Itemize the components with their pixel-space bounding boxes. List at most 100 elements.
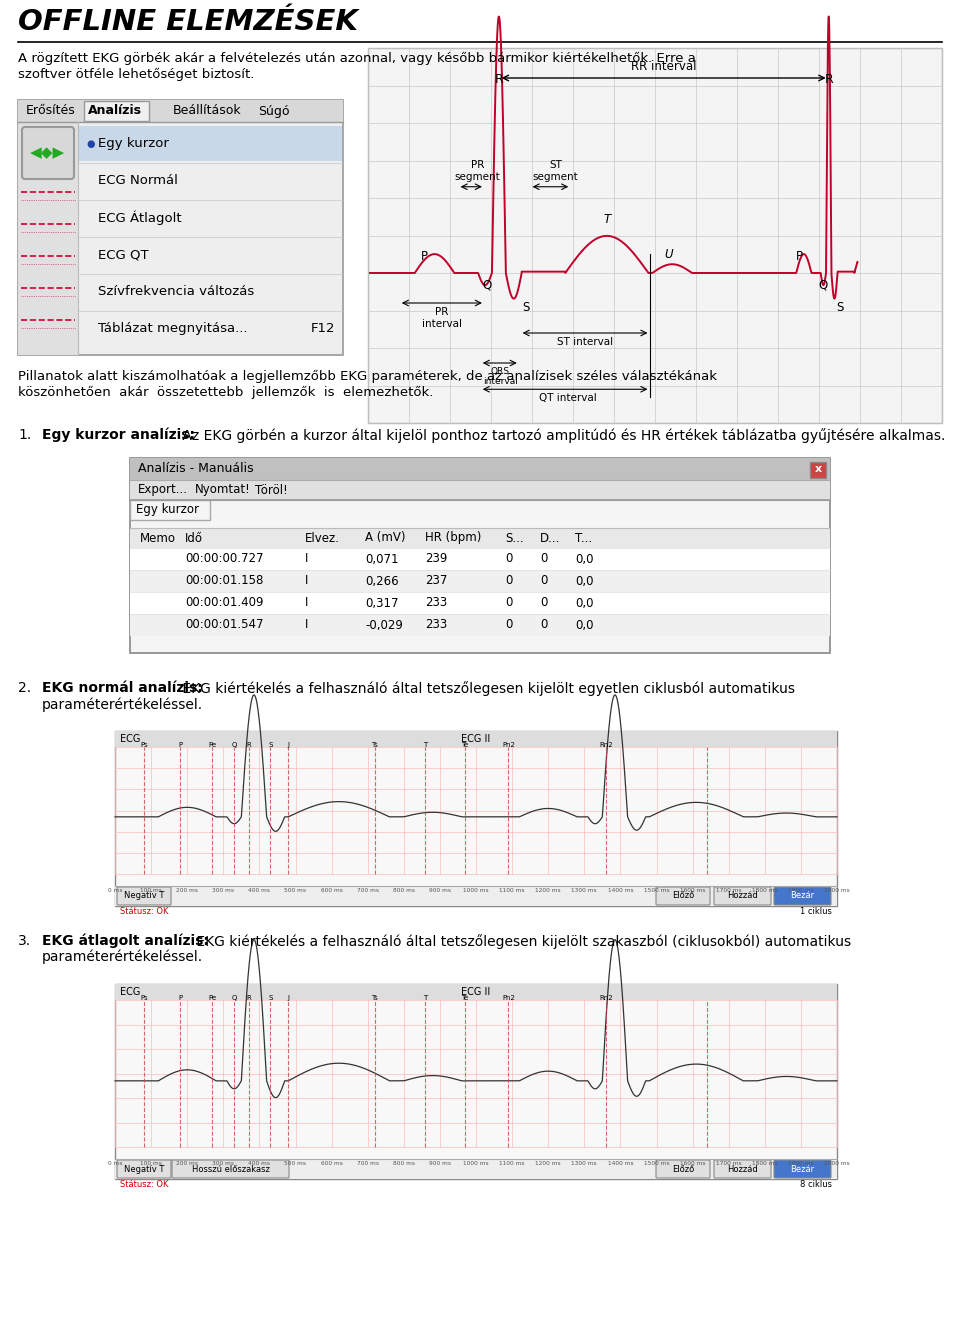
Text: ECG: ECG xyxy=(120,734,140,744)
Text: D...: D... xyxy=(540,531,561,544)
Text: Bezár: Bezár xyxy=(790,1165,815,1174)
FancyBboxPatch shape xyxy=(115,984,837,1000)
Text: 233: 233 xyxy=(425,619,447,632)
Text: 1.: 1. xyxy=(18,428,32,442)
FancyBboxPatch shape xyxy=(130,501,210,521)
Text: ●: ● xyxy=(86,138,94,149)
Text: 3.: 3. xyxy=(18,934,31,948)
Text: 0: 0 xyxy=(505,575,513,587)
Text: paraméterértékeléssel.: paraméterértékeléssel. xyxy=(42,697,204,712)
Text: 900 ms: 900 ms xyxy=(429,1161,451,1166)
FancyBboxPatch shape xyxy=(774,1159,831,1178)
Text: Az EKG görbén a kurzor által kijelöl ponthoz tartozó amplitúdó és HR értékek táb: Az EKG görbén a kurzor által kijelöl pon… xyxy=(178,428,946,442)
Text: 2000 ms: 2000 ms xyxy=(824,1161,850,1166)
Text: -0,029: -0,029 xyxy=(365,619,403,632)
FancyBboxPatch shape xyxy=(117,887,171,904)
Text: Elvez.: Elvez. xyxy=(305,531,340,544)
Text: szoftver ötféle lehetőséget biztosít.: szoftver ötféle lehetőséget biztosít. xyxy=(18,68,254,81)
Text: Táblázat megnyitása...: Táblázat megnyitása... xyxy=(98,321,248,335)
Text: S: S xyxy=(522,300,530,313)
Text: Negatív T: Negatív T xyxy=(124,891,164,900)
Text: I: I xyxy=(305,552,308,566)
Text: 0: 0 xyxy=(505,596,513,610)
Text: 0: 0 xyxy=(540,596,547,610)
Text: 400 ms: 400 ms xyxy=(249,1161,271,1166)
FancyBboxPatch shape xyxy=(115,730,837,906)
Text: 0: 0 xyxy=(540,575,547,587)
Text: OFFLINE ELEMZÉSEK: OFFLINE ELEMZÉSEK xyxy=(18,8,358,36)
Text: Ps: Ps xyxy=(140,995,148,1001)
FancyBboxPatch shape xyxy=(172,1159,289,1178)
Text: paraméterértékeléssel.: paraméterértékeléssel. xyxy=(42,950,204,964)
Text: 00:00:01.158: 00:00:01.158 xyxy=(185,575,263,587)
Text: 1 ciklus: 1 ciklus xyxy=(800,907,832,916)
FancyBboxPatch shape xyxy=(115,984,837,1179)
Text: T: T xyxy=(423,742,427,748)
Text: Rn2: Rn2 xyxy=(599,742,612,748)
Text: RR interval: RR interval xyxy=(631,60,696,73)
FancyBboxPatch shape xyxy=(130,458,830,653)
Text: 1800 ms: 1800 ms xyxy=(752,1161,778,1166)
Text: PR
segment: PR segment xyxy=(455,161,500,182)
Text: P: P xyxy=(421,250,428,263)
Text: T: T xyxy=(423,995,427,1001)
Text: EKG átlagolt analízis:: EKG átlagolt analízis: xyxy=(42,934,209,948)
Text: Idő: Idő xyxy=(185,531,203,544)
Text: Analízis - Manuális: Analízis - Manuális xyxy=(138,462,253,475)
FancyBboxPatch shape xyxy=(115,886,837,906)
Text: A (mV): A (mV) xyxy=(365,531,405,544)
Text: S: S xyxy=(837,300,844,313)
Text: 500 ms: 500 ms xyxy=(284,1161,306,1166)
Text: ECG Normál: ECG Normál xyxy=(98,174,178,187)
Text: 1100 ms: 1100 ms xyxy=(499,888,525,892)
Text: F12: F12 xyxy=(310,321,335,335)
Text: köszönhetően  akár  összetettebb  jellemzők  is  elemezhetők.: köszönhetően akár összetettebb jellemzők… xyxy=(18,386,433,400)
FancyBboxPatch shape xyxy=(115,730,837,746)
Text: R: R xyxy=(494,73,503,86)
Text: 1400 ms: 1400 ms xyxy=(608,1161,634,1166)
Text: P: P xyxy=(796,250,803,263)
Text: 300 ms: 300 ms xyxy=(212,1161,234,1166)
Text: 400 ms: 400 ms xyxy=(249,888,271,892)
FancyBboxPatch shape xyxy=(714,887,771,904)
Text: 1200 ms: 1200 ms xyxy=(536,1161,561,1166)
Text: Q: Q xyxy=(231,995,237,1001)
Text: Pn2: Pn2 xyxy=(502,742,515,748)
Text: J: J xyxy=(287,995,289,1001)
Text: 2.: 2. xyxy=(18,681,31,695)
Text: Q: Q xyxy=(231,742,237,748)
Text: HR (bpm): HR (bpm) xyxy=(425,531,481,544)
Text: 1500 ms: 1500 ms xyxy=(644,888,669,892)
Text: 800 ms: 800 ms xyxy=(393,1161,415,1166)
Text: Előző: Előző xyxy=(672,1165,694,1174)
FancyBboxPatch shape xyxy=(84,101,149,121)
FancyBboxPatch shape xyxy=(130,479,830,501)
Text: 0,0: 0,0 xyxy=(575,575,593,587)
Text: Ps: Ps xyxy=(140,742,148,748)
FancyBboxPatch shape xyxy=(368,48,942,424)
Text: Export...: Export... xyxy=(138,483,188,497)
Text: R: R xyxy=(246,742,251,748)
Text: PR
interval: PR interval xyxy=(421,307,462,328)
Text: Súgó: Súgó xyxy=(258,105,290,117)
FancyBboxPatch shape xyxy=(656,887,710,904)
Text: Memo: Memo xyxy=(140,531,176,544)
Text: Egy kurzor: Egy kurzor xyxy=(98,137,169,150)
Text: 600 ms: 600 ms xyxy=(321,888,343,892)
FancyBboxPatch shape xyxy=(115,1159,837,1179)
Text: 1600 ms: 1600 ms xyxy=(680,1161,706,1166)
FancyBboxPatch shape xyxy=(130,570,830,592)
FancyBboxPatch shape xyxy=(117,1159,171,1178)
Text: I: I xyxy=(305,619,308,632)
Text: 1000 ms: 1000 ms xyxy=(463,1161,489,1166)
Text: ECG II: ECG II xyxy=(462,987,491,997)
Text: Pe: Pe xyxy=(208,995,217,1001)
Text: Töröl!: Töröl! xyxy=(255,483,288,497)
Text: R: R xyxy=(825,73,833,86)
Text: Hosszú előszakasz: Hosszú előszakasz xyxy=(192,1165,270,1174)
Text: 237: 237 xyxy=(425,575,447,587)
Text: ECG: ECG xyxy=(120,987,140,997)
Text: 0,0: 0,0 xyxy=(575,552,593,566)
FancyBboxPatch shape xyxy=(18,100,343,122)
Text: 0: 0 xyxy=(540,619,547,632)
